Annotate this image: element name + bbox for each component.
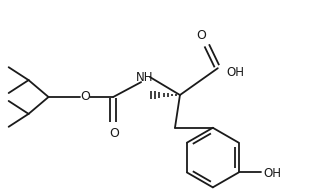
Text: O: O [196,29,206,42]
Text: O: O [109,127,119,140]
Text: O: O [80,89,90,102]
Text: NH: NH [136,71,154,84]
Text: OH: OH [227,66,245,79]
Text: OH: OH [264,167,282,180]
